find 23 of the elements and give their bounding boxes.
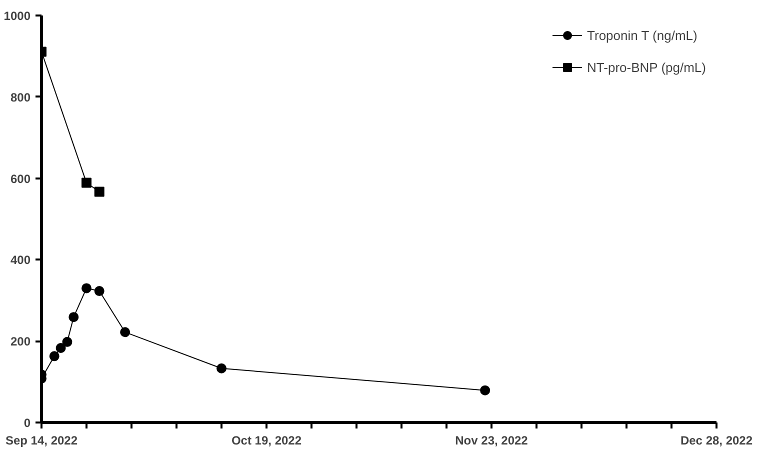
y-tick-label: 0 — [24, 416, 31, 430]
point — [82, 283, 92, 294]
y-tick-label: 600 — [10, 172, 31, 186]
legend-label: Troponin T (ng/mL) — [587, 28, 698, 42]
point — [82, 178, 92, 188]
point — [94, 186, 104, 197]
x-tick-label: Nov 23, 2022 — [455, 434, 528, 448]
legend-label: NT-pro-BNP (pg/mL) — [587, 60, 706, 74]
y-tick-label: 400 — [10, 253, 31, 268]
point — [216, 363, 226, 374]
x-tick-label: Dec 28, 2022 — [680, 434, 753, 448]
point — [68, 312, 79, 322]
point — [49, 351, 60, 362]
point — [480, 385, 490, 396]
point — [56, 343, 66, 354]
y-tick-label: 1000 — [4, 9, 31, 23]
y-tick-label: 800 — [10, 90, 31, 104]
point — [94, 286, 104, 296]
point — [120, 327, 130, 338]
x-tick-label: Sep 14, 2022 — [5, 434, 78, 448]
x-tick-label: Oct 19, 2022 — [231, 434, 302, 448]
y-tick-label: 200 — [10, 334, 31, 349]
point — [62, 336, 72, 347]
